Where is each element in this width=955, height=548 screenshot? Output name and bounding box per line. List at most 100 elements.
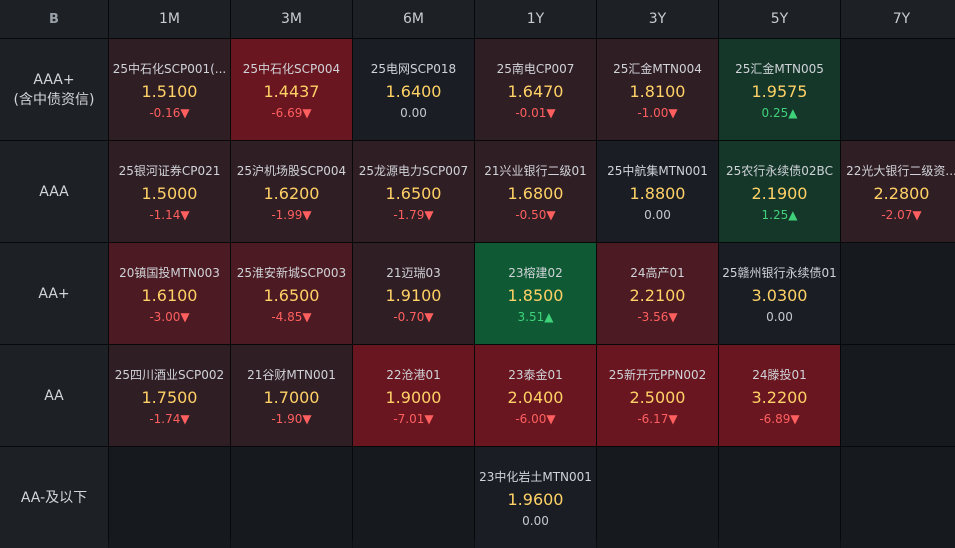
bond-yield: 1.6400 — [385, 81, 442, 101]
column-header-1m[interactable]: 1M — [109, 0, 230, 38]
yield-change: -1.99▼ — [271, 208, 311, 222]
down-arrow-icon: ▼ — [180, 411, 190, 426]
row-label-line: AA-及以下 — [20, 489, 88, 506]
change-value: -1.90 — [271, 411, 303, 426]
column-header-6m[interactable]: 6M — [353, 0, 474, 38]
down-arrow-icon: ▼ — [180, 207, 190, 222]
column-header-7y[interactable]: 7Y — [841, 0, 955, 38]
down-arrow-icon: ▼ — [302, 309, 312, 324]
bond-cell[interactable]: 25沪机场股SCP004 1.6200 -1.99▼ — [231, 141, 352, 242]
yield-change: -0.70▼ — [393, 310, 433, 324]
change-value: -3.56 — [637, 309, 669, 324]
column-header-1y[interactable]: 1Y — [475, 0, 596, 38]
bond-yield: 1.8100 — [629, 81, 686, 101]
row-label: AA+ — [0, 243, 108, 344]
bond-cell[interactable]: 25银河证券CP021 1.5000 -1.14▼ — [109, 141, 230, 242]
down-arrow-icon: ▼ — [546, 411, 556, 426]
bond-cell[interactable]: 24滕投01 3.2200 -6.89▼ — [719, 345, 840, 446]
bond-cell[interactable]: 25中石化SCP004 1.4437 -6.69▼ — [231, 39, 352, 140]
empty-cell — [231, 447, 352, 548]
up-arrow-icon: ▲ — [788, 207, 798, 222]
bond-cell[interactable]: 25淮安新城SCP003 1.6500 -4.85▼ — [231, 243, 352, 344]
bond-name: 24高产01 — [630, 265, 685, 280]
column-header-3y[interactable]: 3Y — [597, 0, 718, 38]
change-value: 0.00 — [644, 207, 671, 222]
bond-yield: 1.6100 — [141, 285, 198, 305]
bond-name: 25中航集MTN001 — [607, 163, 708, 178]
change-value: -0.50 — [515, 207, 547, 222]
bond-name: 25农行永续债02BC — [726, 163, 833, 178]
change-value: -1.14 — [149, 207, 181, 222]
bond-yield: 1.6470 — [507, 81, 564, 101]
down-arrow-icon: ▼ — [302, 207, 312, 222]
down-arrow-icon: ▼ — [668, 105, 678, 120]
bond-cell[interactable]: 22沧港01 1.9000 -7.01▼ — [353, 345, 474, 446]
yield-change: -2.07▼ — [881, 208, 921, 222]
yield-change: -6.69▼ — [271, 106, 311, 120]
yield-change: 3.51▲ — [518, 310, 554, 324]
bond-name: 22光大银行二级资... — [846, 163, 955, 178]
bond-cell[interactable]: 25中石化SCP001(... 1.5100 -0.16▼ — [109, 39, 230, 140]
yield-change: -3.00▼ — [149, 310, 189, 324]
bond-cell[interactable]: 25农行永续债02BC 2.1900 1.25▲ — [719, 141, 840, 242]
empty-cell — [597, 447, 718, 548]
bond-cell[interactable]: 21迈瑞03 1.9100 -0.70▼ — [353, 243, 474, 344]
up-arrow-icon: ▲ — [788, 105, 798, 120]
yield-change: -0.50▼ — [515, 208, 555, 222]
bond-cell[interactable]: 22光大银行二级资... 2.2800 -2.07▼ — [841, 141, 955, 242]
bond-cell[interactable]: 21兴业银行二级01 1.6800 -0.50▼ — [475, 141, 596, 242]
bond-name: 25汇金MTN004 — [613, 61, 702, 76]
down-arrow-icon: ▼ — [668, 309, 678, 324]
bond-name: 21谷财MTN001 — [247, 367, 336, 382]
bond-cell[interactable]: 25赣州银行永续债01 3.0300 0.00 — [719, 243, 840, 344]
bond-name: 25龙源电力SCP007 — [358, 163, 469, 178]
bond-name: 25南电CP007 — [496, 61, 575, 76]
bond-yield: 1.6800 — [507, 183, 564, 203]
empty-cell — [841, 243, 955, 344]
bond-name: 21兴业银行二级01 — [484, 163, 587, 178]
bond-yield: 2.2800 — [873, 183, 930, 203]
yield-change: -4.85▼ — [271, 310, 311, 324]
bond-cell[interactable]: 25龙源电力SCP007 1.6500 -1.79▼ — [353, 141, 474, 242]
bond-cell[interactable]: 25电网SCP018 1.6400 0.00 — [353, 39, 474, 140]
bond-cell[interactable]: 23泰金01 2.0400 -6.00▼ — [475, 345, 596, 446]
change-value: -0.70 — [393, 309, 425, 324]
bond-cell[interactable]: 25中航集MTN001 1.8800 0.00 — [597, 141, 718, 242]
bond-cell[interactable]: 21谷财MTN001 1.7000 -1.90▼ — [231, 345, 352, 446]
bond-cell[interactable]: 24高产01 2.2100 -3.56▼ — [597, 243, 718, 344]
bond-cell[interactable]: 25汇金MTN004 1.8100 -1.00▼ — [597, 39, 718, 140]
column-header-3m[interactable]: 3M — [231, 0, 352, 38]
change-value: 0.00 — [400, 105, 427, 120]
bond-cell[interactable]: 25南电CP007 1.6470 -0.01▼ — [475, 39, 596, 140]
change-value: -0.01 — [515, 105, 547, 120]
yield-change: -6.89▼ — [759, 412, 799, 426]
empty-cell — [841, 345, 955, 446]
bond-name: 25新开元PPN002 — [608, 367, 707, 382]
bond-cell[interactable]: 25新开元PPN002 2.5000 -6.17▼ — [597, 345, 718, 446]
row-label: AAA — [0, 141, 108, 242]
bond-yield: 2.0400 — [507, 387, 564, 407]
change-value: 3.51 — [517, 309, 545, 324]
bond-cell[interactable]: 20镇国投MTN003 1.6100 -3.00▼ — [109, 243, 230, 344]
bond-name: 25汇金MTN005 — [735, 61, 824, 76]
down-arrow-icon: ▼ — [912, 207, 922, 222]
change-value: -6.89 — [759, 411, 791, 426]
bond-cell[interactable]: 25四川酒业SCP002 1.7500 -1.74▼ — [109, 345, 230, 446]
bond-name: 25银河证券CP021 — [118, 163, 221, 178]
bond-name: 23中化岩土MTN001 — [479, 469, 592, 484]
bond-cell[interactable]: 23榕建02 1.8500 3.51▲ — [475, 243, 596, 344]
yield-change: -1.79▼ — [393, 208, 433, 222]
bond-cell[interactable]: 23中化岩土MTN001 1.9600 0.00 — [475, 447, 596, 548]
bond-name: 25四川酒业SCP002 — [114, 367, 225, 382]
bond-name: 25沪机场股SCP004 — [236, 163, 347, 178]
column-header-5y[interactable]: 5Y — [719, 0, 840, 38]
change-value: -2.07 — [881, 207, 913, 222]
bond-yield: 1.6500 — [263, 285, 320, 305]
bond-yield: 1.7500 — [141, 387, 198, 407]
bond-yield: 2.1900 — [751, 183, 808, 203]
bond-name: 23榕建02 — [508, 265, 563, 280]
bond-yield: 2.2100 — [629, 285, 686, 305]
bond-cell[interactable]: 25汇金MTN005 1.9575 0.25▲ — [719, 39, 840, 140]
down-arrow-icon: ▼ — [180, 309, 190, 324]
yield-change: -0.01▼ — [515, 106, 555, 120]
